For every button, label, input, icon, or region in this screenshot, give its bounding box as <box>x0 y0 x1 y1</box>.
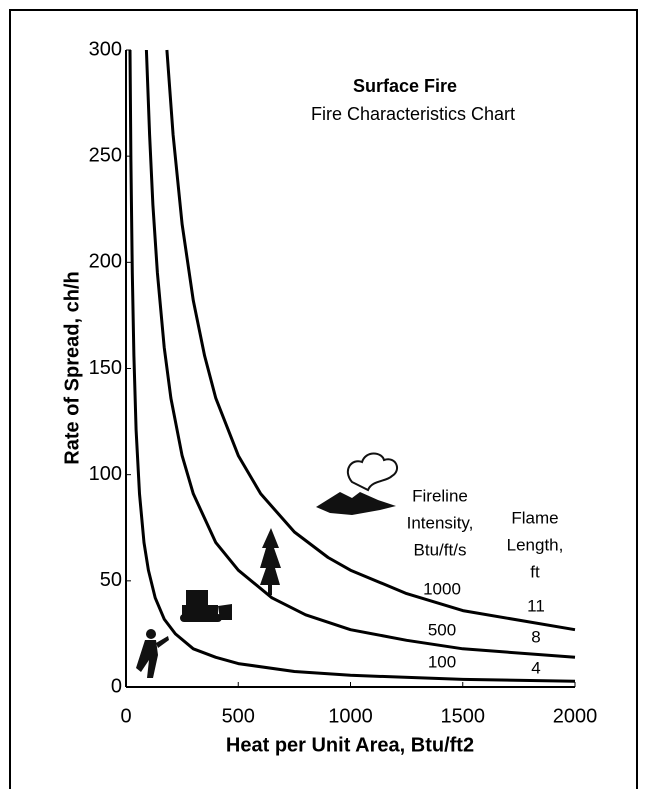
y-tick-label: 250 <box>89 144 122 166</box>
flame-heading: ft <box>530 562 540 581</box>
y-tick-label: 50 <box>100 569 122 591</box>
series-label: 100 <box>428 652 456 671</box>
y-tick-label: 300 <box>89 38 122 60</box>
intensity-heading: Btu/ft/s <box>414 540 467 559</box>
flame-length-label: 8 <box>531 627 540 646</box>
flame-length-label: 4 <box>531 658 540 677</box>
flame-heading: Flame <box>511 508 558 527</box>
x-tick-label: 2000 <box>553 705 598 727</box>
intensity-heading: Fireline <box>412 486 468 505</box>
x-tick-label: 0 <box>120 705 131 727</box>
x-tick-label: 1500 <box>441 705 486 727</box>
flame-heading: Length, <box>507 535 564 554</box>
chart-subtitle: Fire Characteristics Chart <box>311 104 515 124</box>
x-tick-label: 500 <box>222 705 255 727</box>
curve <box>165 49 576 632</box>
y-tick-label: 200 <box>89 251 122 273</box>
series-label: 1000 <box>423 579 461 598</box>
y-tick-label: 100 <box>89 463 122 485</box>
y-axis-title: Rate of Spread, ch/h <box>61 271 83 464</box>
intensity-heading: Intensity, <box>407 513 474 532</box>
frame <box>9 9 638 789</box>
icon-smoke-fire <box>316 452 399 515</box>
x-axis-title: Heat per Unit Area, Btu/ft2 <box>226 734 474 756</box>
icon-tree <box>260 528 281 595</box>
curve <box>128 49 576 683</box>
y-tick-label: 150 <box>89 357 122 379</box>
icon-dozer <box>180 590 232 622</box>
icon-firefighter <box>136 629 169 678</box>
y-tick-label: 0 <box>111 675 122 697</box>
chart-title: Surface Fire <box>353 76 457 96</box>
x-tick-label: 1000 <box>328 705 373 727</box>
series-label: 500 <box>428 620 456 639</box>
curve <box>144 49 576 659</box>
flame-length-label: 11 <box>527 596 545 615</box>
